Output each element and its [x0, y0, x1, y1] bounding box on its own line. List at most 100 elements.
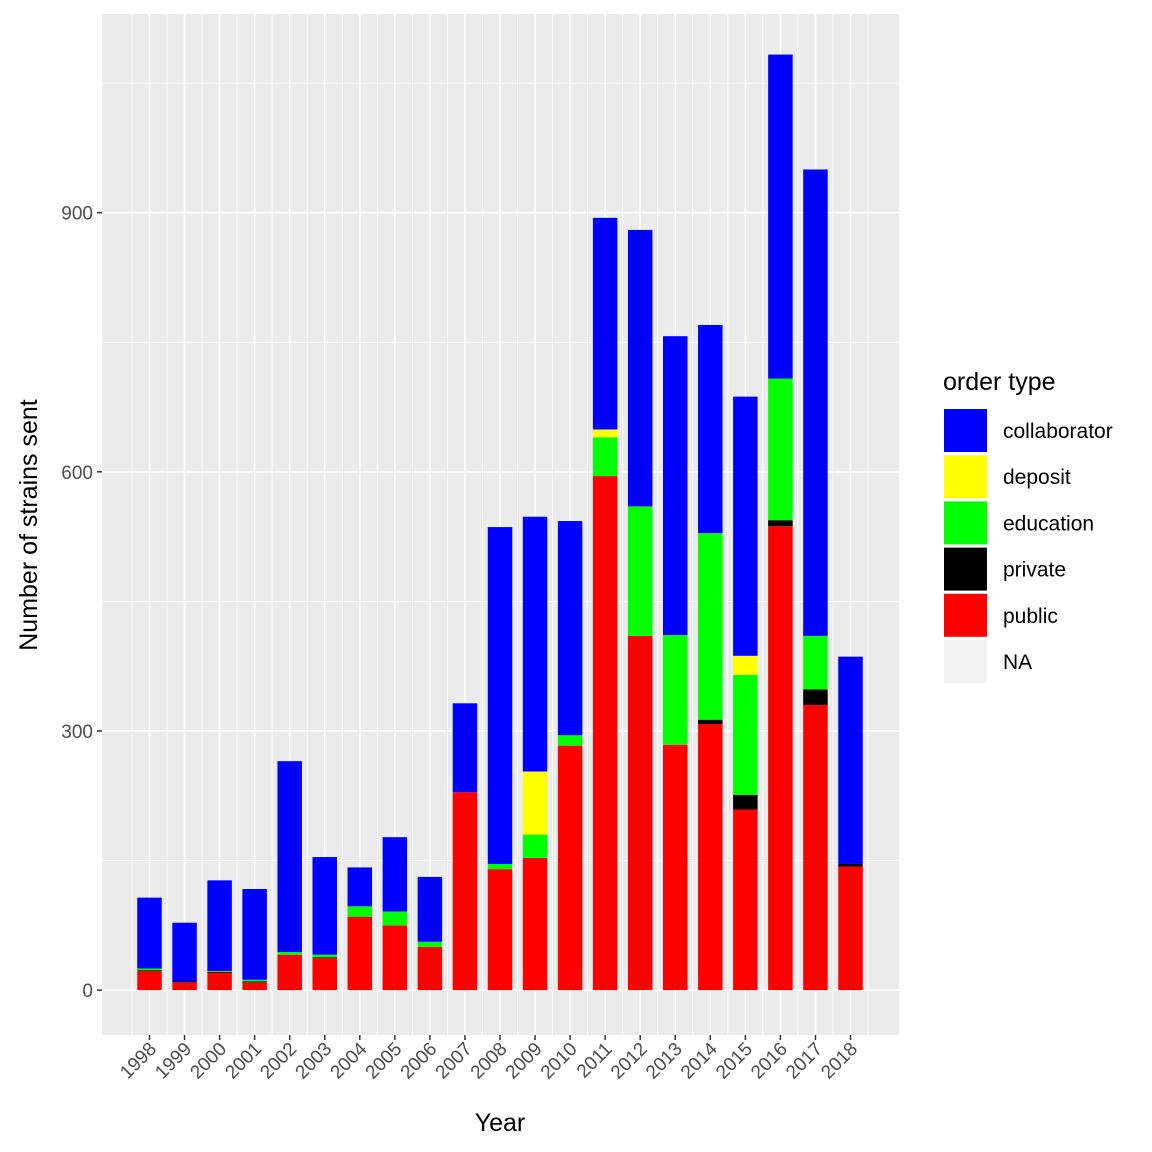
bar-segment-collaborator-2007	[452, 703, 478, 793]
bar-segment-deposit-2011	[592, 429, 618, 438]
bar-segment-public-2003	[312, 958, 337, 991]
bars	[137, 54, 863, 991]
x-tick-label: 2002	[256, 1039, 301, 1084]
legend-key-public	[944, 593, 987, 637]
bar-segment-private-2016	[768, 520, 793, 527]
x-tick-label: 2014	[677, 1038, 722, 1083]
bar-segment-education-2009	[522, 834, 548, 858]
legend-key-collaborator	[944, 409, 987, 452]
bar-segment-collaborator-2011	[592, 217, 618, 430]
legend-key-deposit	[944, 455, 987, 499]
bar-segment-deposit-2009	[522, 771, 548, 835]
legend-label-collaborator: collaborator	[1003, 420, 1113, 443]
x-tick-label: 2001	[221, 1039, 266, 1084]
y-tick-label: 300	[61, 722, 93, 743]
bar-segment-public-2005	[382, 925, 408, 991]
bar-segment-private-2003	[312, 957, 337, 959]
bar-segment-collaborator-2008	[487, 527, 513, 864]
bar-segment-collaborator-2000	[207, 880, 232, 972]
bar-segment-collaborator-2003	[312, 857, 337, 955]
bar-segment-public-2000	[207, 972, 232, 991]
bar-segment-education-2004	[347, 906, 373, 917]
x-tick-label: 2010	[537, 1039, 582, 1084]
bar-segment-education-2006	[417, 941, 443, 947]
x-tick-label: 2008	[467, 1039, 512, 1084]
x-axis-title: Year	[475, 1109, 526, 1137]
bar-segment-collaborator-2015	[733, 396, 758, 656]
bar-segment-collaborator-2012	[627, 229, 653, 507]
y-tick-label: 900	[61, 204, 93, 225]
bar-segment-collaborator-2013	[663, 336, 688, 636]
bar-segment-public-2009	[522, 857, 548, 991]
bar-segment-collaborator-2002	[277, 761, 302, 953]
legend-key-NA	[944, 640, 987, 683]
bar-segment-education-2014	[698, 533, 723, 720]
legend-label-public: public	[1003, 605, 1058, 628]
bar-segment-education-2002	[277, 952, 302, 955]
legend: order type collaborator deposit education p…	[943, 368, 1113, 683]
bar-segment-private-2018	[838, 863, 863, 867]
x-tick-label: 2007	[432, 1039, 477, 1084]
bar-segment-public-2015	[733, 809, 758, 991]
bar-segment-education-2003	[312, 954, 337, 958]
bar-segment-public-2017	[803, 705, 828, 991]
bar-segment-collaborator-2016	[768, 54, 793, 379]
bar-segment-deposit-2015	[733, 655, 758, 675]
bar-segment-collaborator-2017	[803, 169, 828, 636]
bar-segment-collaborator-2018	[838, 656, 863, 864]
bar-segment-education-2000	[207, 971, 232, 972]
bar-segment-public-2001	[242, 982, 267, 991]
x-tick-label: 2012	[607, 1039, 652, 1084]
bar-segment-education-2012	[627, 506, 653, 636]
bar-segment-collaborator-2009	[522, 516, 548, 772]
bar-segment-public-2016	[768, 526, 793, 991]
bar-segment-education-2005	[382, 911, 408, 926]
legend-key-private	[944, 547, 987, 591]
bar-segment-private-2017	[803, 689, 828, 706]
bar-segment-collaborator-2001	[242, 889, 267, 980]
bar-segment-private-2000	[207, 971, 232, 973]
bar-segment-public-2004	[347, 916, 373, 991]
y-tick-label: 0	[82, 981, 93, 1002]
legend-label-deposit: deposit	[1003, 466, 1071, 489]
x-tick-label: 2004	[327, 1038, 372, 1083]
bar-segment-public-2011	[592, 476, 618, 991]
bar-segment-collaborator-2004	[347, 867, 373, 907]
legend-label-private: private	[1003, 559, 1066, 582]
bar-segment-private-2015	[733, 794, 758, 810]
bar-segment-public-2010	[557, 745, 583, 991]
x-axis-ticks: 1998199920002001200220032004200520062007…	[116, 1035, 862, 1083]
legend-label-NA: NA	[1003, 651, 1032, 674]
bar-segment-education-2010	[557, 735, 583, 746]
x-tick-label: 2003	[292, 1039, 337, 1084]
bar-segment-collaborator-2010	[557, 521, 583, 736]
bar-segment-education-2013	[663, 635, 688, 745]
bar-segment-private-1998	[137, 970, 162, 972]
x-tick-label: 2000	[186, 1039, 231, 1084]
bar-segment-public-2018	[838, 866, 863, 991]
bar-segment-private-1999	[172, 981, 197, 983]
bar-segment-public-2012	[627, 635, 653, 991]
bar-segment-education-2017	[803, 635, 828, 690]
bar-segment-education-2001	[242, 979, 267, 982]
bar-segment-collaborator-1999	[172, 922, 197, 982]
legend-label-education: education	[1003, 512, 1094, 535]
legend-title: order type	[943, 368, 1056, 396]
x-tick-label: 2011	[573, 1039, 617, 1083]
bar-segment-public-1998	[137, 971, 162, 991]
bar-segment-collaborator-1998	[137, 897, 162, 969]
x-tick-label: 1998	[116, 1039, 161, 1084]
x-tick-label: 2017	[782, 1039, 827, 1084]
bar-segment-public-1999	[172, 982, 197, 991]
bar-segment-private-2001	[242, 981, 267, 983]
x-tick-label: 2009	[502, 1039, 547, 1084]
bar-segment-education-2011	[592, 437, 618, 477]
bar-segment-education-2008	[487, 863, 513, 870]
bar-segment-education-1998	[137, 968, 162, 971]
x-tick-label: 2013	[642, 1039, 687, 1084]
bar-segment-private-2014	[698, 719, 723, 725]
bar-segment-collaborator-2005	[382, 837, 408, 912]
bar-segment-public-2008	[487, 869, 513, 991]
x-tick-label: 2016	[747, 1039, 792, 1084]
